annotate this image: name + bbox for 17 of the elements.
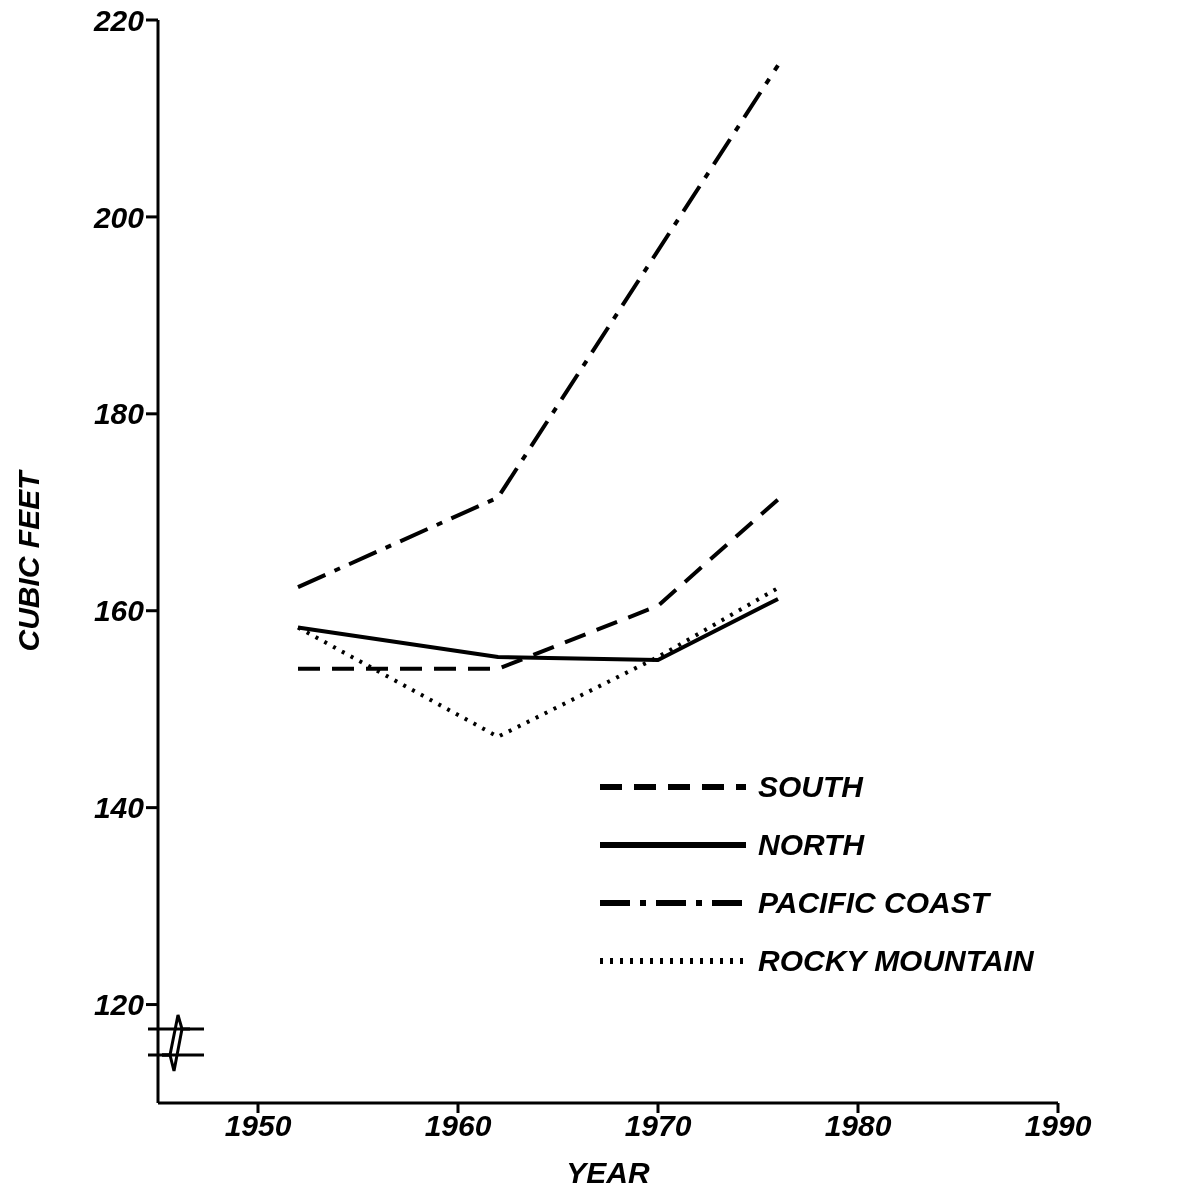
x-tick-label: 1980	[824, 1109, 892, 1143]
x-tick-label: 1960	[424, 1109, 492, 1143]
y-axis-title: CUBIC FEET	[11, 468, 45, 652]
y-tick-label: 120	[93, 988, 145, 1022]
y-tick-label: 200	[92, 200, 145, 234]
x-axis-title: YEAR	[566, 1156, 650, 1189]
legend-label: ROCKY MOUNTAIN	[758, 944, 1034, 978]
y-tick-label: 220	[92, 3, 145, 37]
x-tick-label: 1990	[1024, 1109, 1092, 1143]
y-tick-label: 140	[93, 791, 145, 825]
y-tick-label: 180	[93, 397, 145, 431]
x-tick-label: 1950	[224, 1109, 292, 1143]
y-tick-label: 160	[93, 594, 145, 628]
x-tick-label: 1970	[624, 1109, 692, 1143]
legend-label: NORTH	[758, 828, 865, 862]
legend-label: PACIFIC COAST	[758, 886, 990, 920]
legend-label: SOUTH	[758, 770, 863, 804]
